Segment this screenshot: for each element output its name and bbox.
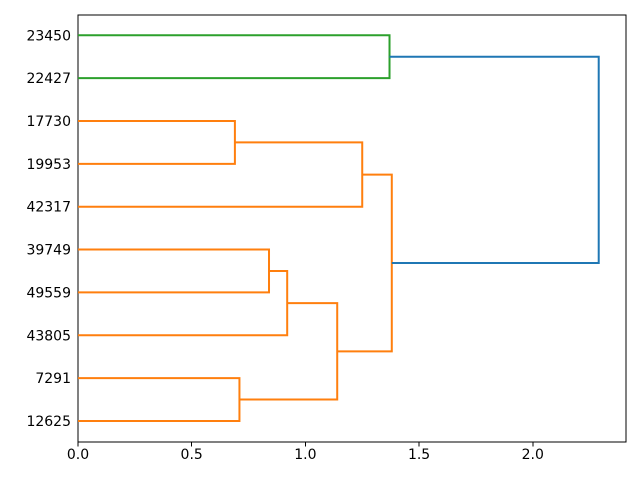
leaf-label: 7291 xyxy=(35,371,71,387)
dendrogram-link xyxy=(78,377,241,422)
leaf-label: 43805 xyxy=(26,328,71,344)
dendrogram-link xyxy=(337,173,393,353)
leaf-label: 39749 xyxy=(26,243,71,259)
x-tick-label: 1.0 xyxy=(294,447,316,463)
dendrogram-link xyxy=(389,55,600,264)
dendrogram-link xyxy=(78,248,271,294)
dendrogram-link xyxy=(78,120,236,165)
leaf-label: 19953 xyxy=(26,157,71,173)
dendrogram-link xyxy=(239,302,339,401)
leaf-label: 12625 xyxy=(26,414,71,430)
x-tick-label: 0.5 xyxy=(181,447,203,463)
leaf-label: 22427 xyxy=(26,71,71,87)
x-tick-label: 0.0 xyxy=(67,447,89,463)
dendrogram-link xyxy=(78,34,391,80)
leaf-label: 17730 xyxy=(26,114,71,130)
dendrogram-link xyxy=(78,269,289,337)
leaf-label: 23450 xyxy=(26,28,71,44)
x-tick-label: 1.5 xyxy=(408,447,430,463)
leaf-label: 42317 xyxy=(26,200,71,216)
leaf-label: 49559 xyxy=(26,285,71,301)
plot-frame xyxy=(77,14,627,443)
dendrogram-link xyxy=(78,141,364,208)
x-tick-label: 2.0 xyxy=(522,447,544,463)
